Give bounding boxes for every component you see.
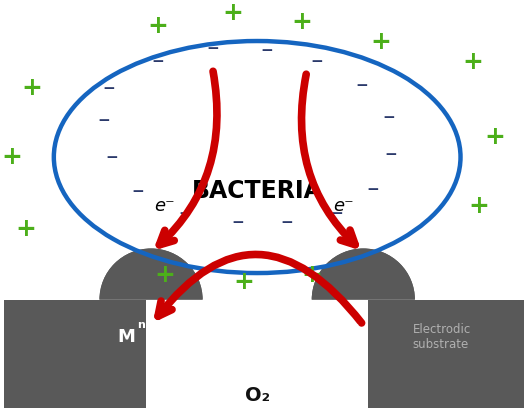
Text: −: − [151, 54, 165, 69]
Text: +: + [2, 145, 23, 169]
Text: −: − [105, 150, 118, 164]
Text: +: + [222, 2, 243, 25]
Text: −: − [231, 215, 244, 231]
FancyArrowPatch shape [158, 255, 362, 323]
Bar [4, 299, 524, 408]
Text: −: − [355, 78, 368, 93]
Wedge shape [100, 248, 203, 299]
Wedge shape [312, 248, 415, 299]
Text: +: + [468, 194, 489, 218]
Text: −: − [261, 43, 274, 58]
Text: +: + [16, 217, 37, 241]
Text: +: + [155, 263, 176, 287]
FancyArrowPatch shape [159, 71, 217, 245]
Text: −: − [280, 215, 293, 231]
Bar [146, 295, 368, 408]
Wedge shape [312, 248, 415, 299]
Text: +: + [234, 270, 255, 294]
Text: e⁻: e⁻ [333, 197, 354, 215]
Text: −: − [97, 113, 110, 128]
Text: −: − [383, 110, 396, 125]
Text: e⁻: e⁻ [155, 197, 175, 215]
Text: −: − [178, 206, 191, 221]
Text: −: − [330, 206, 343, 221]
Text: n+: n+ [137, 320, 154, 330]
Text: Electrocatalyst: Electrocatalyst [167, 348, 308, 366]
Text: Electrodic
substrate: Electrodic substrate [413, 323, 471, 351]
Text: +: + [291, 10, 312, 34]
Text: M: M [329, 328, 346, 346]
Text: +: + [21, 76, 42, 100]
FancyArrowPatch shape [301, 74, 355, 245]
Text: +: + [301, 263, 322, 287]
Text: +: + [462, 50, 483, 74]
Text: +: + [485, 125, 506, 149]
Text: −: − [367, 182, 379, 197]
Text: −: − [310, 54, 323, 69]
Text: +: + [348, 319, 359, 332]
Bar [4, 299, 107, 408]
Text: −: − [206, 41, 219, 56]
Text: −: − [385, 146, 398, 162]
Text: +: + [148, 14, 168, 38]
Text: BACTERIA: BACTERIA [192, 180, 323, 204]
Bar [407, 299, 524, 408]
Text: M: M [117, 328, 135, 346]
Text: −: − [132, 184, 145, 199]
Wedge shape [100, 248, 203, 299]
Text: +: + [370, 30, 391, 54]
Text: −: − [102, 81, 115, 96]
Text: O₂: O₂ [245, 386, 270, 406]
